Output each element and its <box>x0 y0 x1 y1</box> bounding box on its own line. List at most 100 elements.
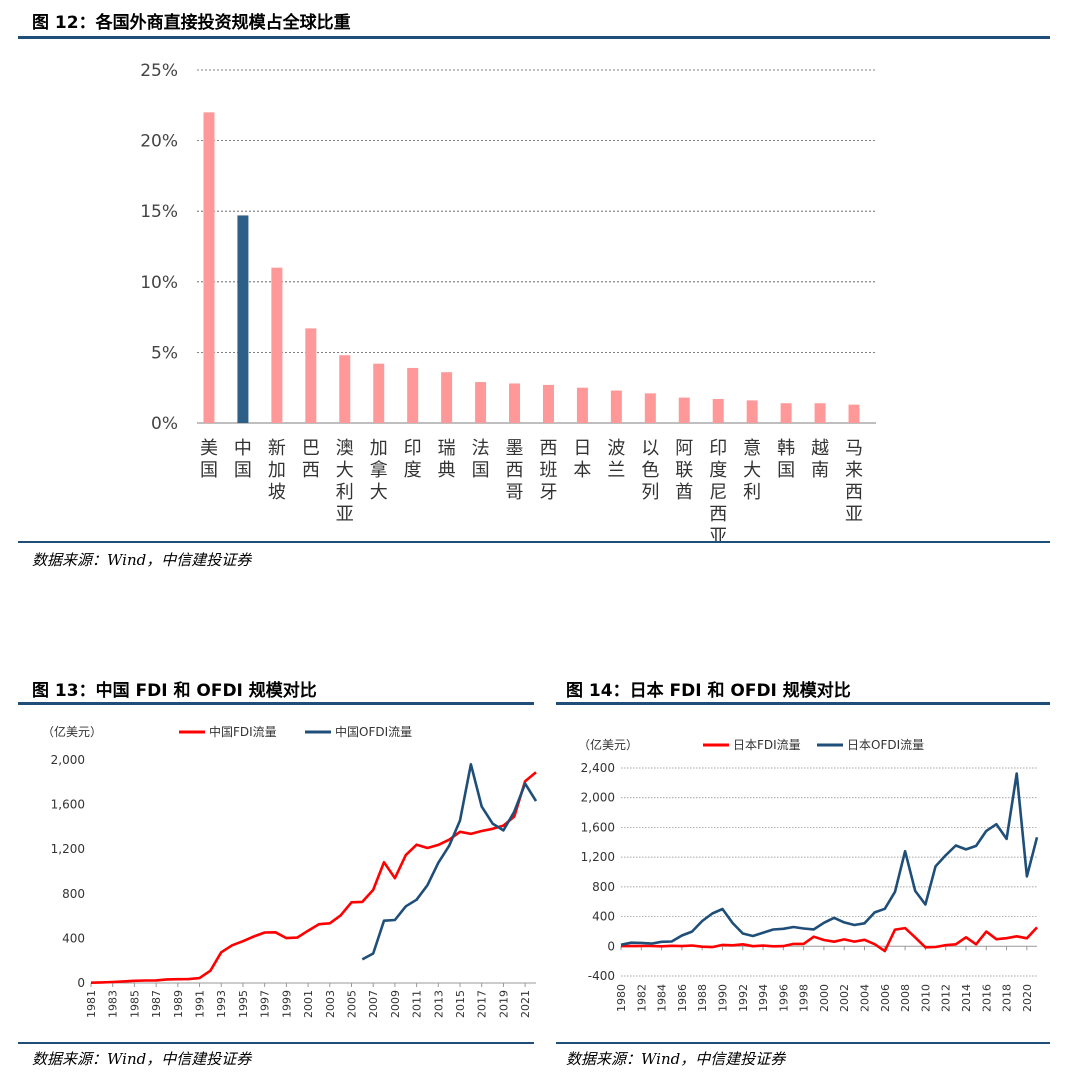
fig13-xtick-label: 1991 <box>194 990 207 1018</box>
fig13-xtick-label: 2017 <box>476 990 489 1018</box>
fig12-xtick-label: 波兰 <box>607 438 625 481</box>
fig13-xtick-label: 2013 <box>432 990 445 1018</box>
fig14-xtick-label: 1986 <box>676 984 689 1012</box>
fig12-bar <box>407 367 419 423</box>
fig13-xtick-label: 1985 <box>128 990 141 1018</box>
fig13-xtick-label: 1989 <box>172 990 185 1018</box>
fig14-xtick-label: 2002 <box>838 984 851 1012</box>
fig12-bar <box>373 363 385 423</box>
fig12-xtick-label: 美国 <box>200 438 218 481</box>
fig14-xtick-label: 2016 <box>980 984 993 1012</box>
fig12-xtick-label: 中国 <box>234 438 252 481</box>
fig12-bar <box>542 384 554 423</box>
fig12-xtick-label: 加拿大 <box>370 438 388 503</box>
fig14-xtick-label: 2014 <box>960 984 973 1012</box>
fig12-ytick-label: 10% <box>140 273 178 293</box>
fig14-xtick-label: 1992 <box>737 984 750 1012</box>
fig14-xtick-label: 2018 <box>1001 984 1014 1012</box>
fig14-xtick-label: 1990 <box>716 984 729 1012</box>
fig12-bar <box>746 400 758 423</box>
fig14-top-rule <box>556 702 1050 705</box>
fig13-xtick-label: 1983 <box>107 990 120 1018</box>
fig13-xtick-label: 1999 <box>280 990 293 1018</box>
fig13-xtick-label: 2011 <box>411 990 424 1018</box>
fig13-ytick-label: 1,600 <box>51 798 85 812</box>
fig14-xtick-label: 2006 <box>879 984 892 1012</box>
fig12-bar <box>305 328 317 423</box>
fig14-xtick-label: 1980 <box>615 984 628 1012</box>
fig13-xtick-label: 1993 <box>215 990 228 1018</box>
fig12-source: 数据来源：Wind，中信建投证券 <box>32 551 252 569</box>
fig12-xtick-label: 阿联酋 <box>675 438 693 503</box>
fig12-bar <box>339 355 351 423</box>
fig12-xtick-label: 瑞典 <box>438 438 456 481</box>
fig14-xtick-label: 2004 <box>859 984 872 1012</box>
fig13-unit-label: （亿美元） <box>42 724 102 739</box>
fig14-ytick-label: 2,400 <box>581 761 615 775</box>
fig14-source: 数据来源：Wind，中信建投证券 <box>566 1050 786 1068</box>
fig14-xtick-label: 2008 <box>899 984 912 1012</box>
fig13-source: 数据来源：Wind，中信建投证券 <box>32 1050 252 1068</box>
fig12-ytick-label: 25% <box>140 61 178 81</box>
fig12-ytick-label: 0% <box>151 414 178 434</box>
fig13-xtick-label: 2021 <box>519 990 532 1018</box>
fig12-ytick-label: 5% <box>151 343 178 363</box>
fig12-xtick-label: 意大利 <box>743 438 761 503</box>
fig13-legend-label-2: 中国OFDI流量 <box>335 724 412 739</box>
fig14-xtick-label: 1988 <box>696 984 709 1012</box>
fig14-ytick-label: 0 <box>607 939 615 953</box>
fig13-xtick-label: 1997 <box>259 990 272 1018</box>
fig13-ytick-label: 800 <box>62 887 85 901</box>
fig14-ytick-label: 2,000 <box>581 791 615 805</box>
fig12-xtick-label: 韩国 <box>777 438 795 481</box>
fig13-xtick-label: 1987 <box>150 990 163 1018</box>
fig13-chart: （亿美元） 0 400 800 1,200 1,600 2,000 1981 1983 1985 1… <box>42 724 538 1018</box>
fig12-xtick-label: 印度尼西亚 <box>709 438 727 543</box>
fig14-xtick-label: 2000 <box>818 984 831 1012</box>
fig12-bar <box>610 390 622 423</box>
fig12-bar <box>271 267 283 423</box>
fig13-xtick-label: 1981 <box>85 990 98 1018</box>
fig12-bar <box>780 403 792 423</box>
fig14-xtick-label: 2010 <box>919 984 932 1012</box>
fig14-title: 图 14：日本 FDI 和 OFDI 规模对比 <box>566 681 851 701</box>
fig12-xtick-label: 澳大利亚 <box>336 438 354 525</box>
fig12-bar <box>441 372 453 423</box>
fig12-bar <box>712 398 724 423</box>
fig12-xtick-label: 马来西亚 <box>845 438 863 525</box>
fig14-series-line-2 <box>620 772 1039 947</box>
fig14-ytick-label: 1,600 <box>581 820 615 834</box>
fig13-xtick-label: 2015 <box>454 990 467 1018</box>
fig12-xtick-label: 新加坡 <box>268 438 286 503</box>
fig14-legend-label-1: 日本FDI流量 <box>733 738 801 752</box>
fig14-legend-label-2: 日本OFDI流量 <box>847 738 924 752</box>
fig12-ytick-label: 15% <box>140 202 178 222</box>
fig13-xtick-label: 2003 <box>324 990 337 1018</box>
fig14-ytick-label: -400 <box>588 969 615 983</box>
fig12-bar <box>237 215 249 423</box>
fig12-bar <box>814 403 826 423</box>
fig14-ytick-label: 400 <box>592 910 615 924</box>
fig12-xtick-label: 印度 <box>404 438 422 481</box>
fig13-xtick-label: 2007 <box>367 990 380 1018</box>
fig14-series-line-1 <box>621 926 1038 953</box>
fig13-legend-label-1: 中国FDI流量 <box>209 724 277 739</box>
fig13-ytick-label: 400 <box>62 931 85 945</box>
fig12-xtick-label: 日本 <box>573 438 591 481</box>
fig14-ytick-label: 800 <box>592 880 615 894</box>
fig12-title: 图 12：各国外商直接投资规模占全球比重 <box>32 13 351 33</box>
fig12-bar <box>203 112 215 424</box>
fig13-xtick-label: 2009 <box>389 990 402 1018</box>
fig12-bar <box>509 383 521 423</box>
fig14-xtick-label: 1994 <box>757 984 770 1012</box>
fig13-top-rule <box>18 702 534 705</box>
fig13-ytick-label: 1,200 <box>51 842 85 856</box>
fig13-xtick-label: 2019 <box>497 990 510 1018</box>
fig13-bottom-rule <box>18 1042 534 1044</box>
fig12-xtick-label: 以色列 <box>641 438 659 503</box>
fig13-ytick-label: 0 <box>77 976 85 990</box>
fig12-top-rule <box>18 36 1050 39</box>
fig12-bar <box>678 397 690 423</box>
fig12-bottom-rule <box>18 541 1050 543</box>
fig14-ytick-label: 1,200 <box>581 850 615 864</box>
